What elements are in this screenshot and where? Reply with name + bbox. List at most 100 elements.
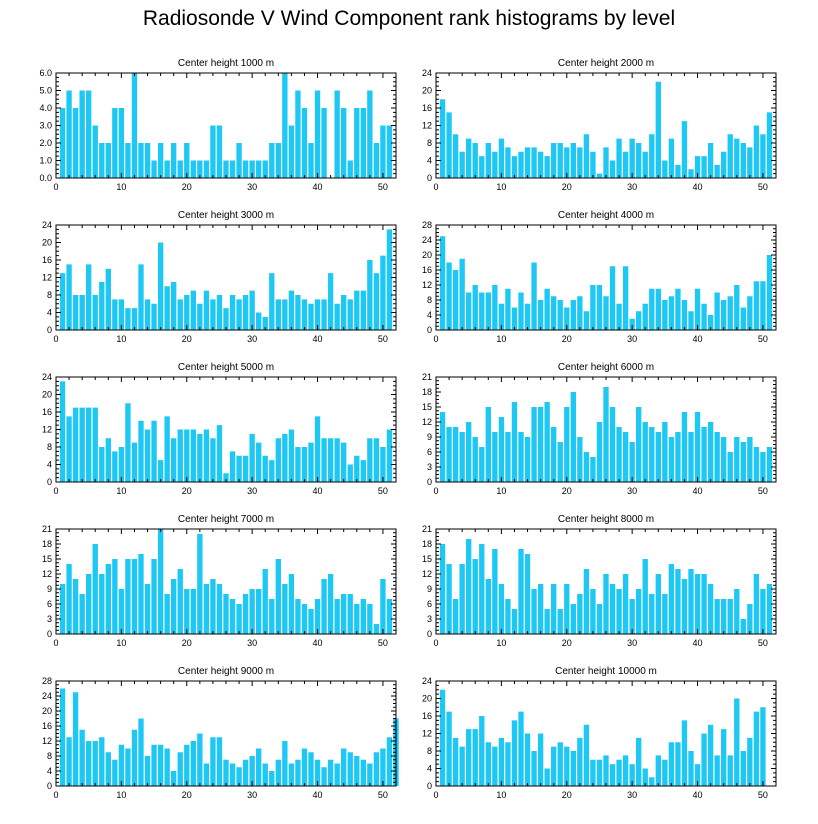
histogram-bar	[242, 759, 249, 786]
y-tick-label: 0	[427, 781, 432, 791]
y-tick-label: 12	[42, 273, 52, 283]
histogram-bar	[216, 425, 223, 483]
x-tick-label: 40	[313, 182, 323, 192]
histogram-bar	[603, 574, 609, 634]
histogram-bar	[341, 108, 347, 178]
histogram-bar	[492, 432, 498, 482]
histogram-bar	[629, 318, 635, 330]
histogram-bar	[766, 584, 773, 634]
histogram-bar	[498, 303, 505, 330]
y-tick-label: 24	[42, 220, 52, 230]
histogram-bar	[681, 412, 688, 482]
histogram-bar	[386, 737, 393, 786]
histogram-bar	[439, 689, 446, 786]
histogram-bar	[190, 290, 196, 331]
x-tick-label: 20	[562, 182, 572, 192]
histogram-bar	[636, 311, 642, 330]
histogram-bar	[308, 752, 314, 786]
histogram-bar	[282, 584, 288, 634]
histogram-bar	[675, 432, 681, 482]
histogram-bar	[551, 427, 557, 482]
y-tick-label: 0	[47, 629, 52, 639]
histogram-bar	[583, 724, 590, 786]
histogram-bar	[321, 767, 327, 786]
x-tick-label: 40	[313, 486, 323, 496]
histogram-bar	[727, 452, 733, 482]
histogram-bar	[452, 270, 459, 330]
histogram-bar	[171, 143, 177, 178]
histogram-bar	[275, 143, 281, 178]
histogram-bar	[681, 720, 688, 787]
histogram-bar	[727, 296, 733, 330]
histogram-bar	[616, 427, 622, 482]
x-tick-label: 50	[758, 182, 768, 192]
x-tick-label: 20	[182, 182, 192, 192]
histogram-bar	[636, 737, 642, 787]
histogram-bar	[734, 138, 740, 179]
x-tick-label: 40	[313, 334, 323, 344]
panel-title: Center height 6000 m	[558, 362, 654, 373]
histogram-bar	[439, 236, 446, 330]
histogram-bar	[131, 308, 138, 331]
histogram-bar	[197, 534, 203, 634]
histogram-bar	[203, 584, 210, 634]
histogram-bar	[714, 755, 720, 787]
histogram-bar	[236, 143, 242, 178]
histogram-bar	[275, 559, 281, 634]
histogram-bar	[138, 143, 144, 178]
histogram-bar	[223, 759, 229, 786]
histogram-bar	[707, 724, 714, 786]
histogram-bar	[66, 416, 72, 483]
histogram-bar	[314, 759, 321, 786]
histogram-bar	[629, 442, 635, 482]
x-tick-label: 30	[247, 486, 257, 496]
histogram-bar	[190, 741, 196, 786]
histogram-bar	[577, 437, 583, 482]
histogram-bar	[655, 81, 661, 178]
histogram-bar	[505, 599, 511, 634]
y-tick-label: 0	[47, 781, 52, 791]
x-tick-label: 10	[496, 334, 506, 344]
histogram-bar	[734, 285, 740, 330]
x-tick-label: 20	[182, 486, 192, 496]
histogram-bar	[216, 737, 223, 786]
x-tick-label: 40	[693, 638, 703, 648]
histogram-bar	[544, 288, 550, 330]
histogram-bar	[269, 273, 275, 331]
histogram-bar	[112, 299, 118, 331]
histogram-panel: Center height 1000 m 0 10 20 30 40 50 0.0 1.0 2.0…	[39, 58, 397, 192]
histogram-bar	[688, 169, 694, 178]
histogram-bar	[721, 300, 727, 330]
histogram-bar	[380, 125, 386, 178]
histogram-bar	[694, 412, 701, 482]
histogram-bar	[564, 746, 570, 787]
histogram-bar	[727, 599, 733, 634]
histogram-bar	[668, 564, 675, 634]
histogram-bar	[668, 296, 675, 330]
histogram-bar	[86, 264, 92, 331]
y-tick-label: 1.0	[39, 156, 52, 166]
histogram-bar	[282, 299, 288, 331]
histogram-bar	[721, 437, 727, 482]
histogram-bar	[498, 584, 505, 634]
histogram-bar	[151, 744, 157, 786]
histogram-bar	[59, 108, 66, 178]
histogram-bar	[564, 147, 570, 179]
histogram-bar	[675, 742, 681, 786]
x-tick-label: 40	[313, 790, 323, 800]
histogram-bar	[472, 143, 478, 178]
histogram-bar	[622, 755, 629, 787]
histogram-bar	[216, 584, 223, 634]
histogram-bar	[157, 143, 164, 178]
histogram-bar	[649, 288, 655, 330]
histogram-bar	[347, 160, 353, 178]
y-tick-label: 12	[42, 569, 52, 579]
histogram-bar	[701, 733, 707, 786]
x-tick-label: 40	[693, 486, 703, 496]
histogram-bar	[551, 746, 557, 787]
y-tick-label: 16	[42, 407, 52, 417]
histogram-bar	[131, 442, 138, 483]
histogram-bar	[544, 768, 550, 786]
y-tick-label: 20	[42, 238, 52, 248]
y-tick-label: 4	[427, 156, 432, 166]
